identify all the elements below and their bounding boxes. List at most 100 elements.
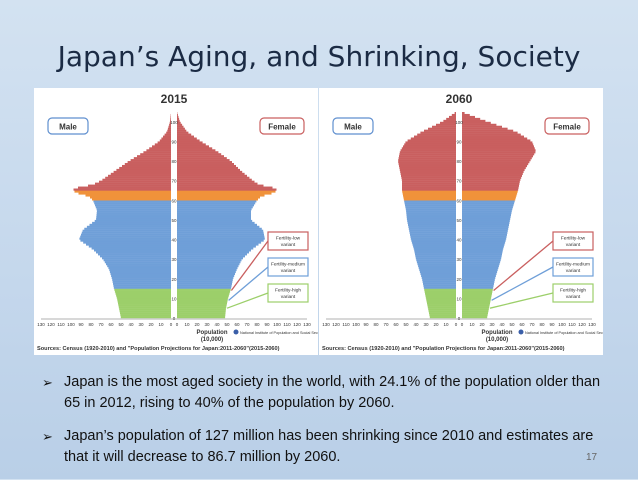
x-tick-label: 30 <box>138 322 144 327</box>
male-bar <box>97 210 171 212</box>
male-bar <box>406 210 456 212</box>
female-bar <box>177 189 277 191</box>
female-bar <box>177 196 260 198</box>
male-bar <box>118 302 171 304</box>
female-bar <box>177 145 209 147</box>
male-bar <box>403 145 456 147</box>
female-bar <box>177 267 238 269</box>
female-bar <box>462 183 519 185</box>
female-bar <box>177 247 253 249</box>
female-bar <box>462 271 497 273</box>
male-bar <box>120 312 171 314</box>
female-bar <box>462 200 515 202</box>
female-bar <box>462 212 511 214</box>
female-bar <box>177 255 245 257</box>
male-bar <box>102 179 171 181</box>
male-bar <box>425 294 456 296</box>
male-bar <box>423 281 456 283</box>
female-bar <box>177 234 264 236</box>
x-tick-label: 100 <box>352 322 360 327</box>
male-bar <box>109 269 171 271</box>
variant-label: Fertility-low <box>276 236 301 242</box>
bullet-text: Japan is the most aged society in the wo… <box>64 374 600 411</box>
female-bar <box>177 185 264 187</box>
male-bar <box>414 249 456 251</box>
male-bar <box>429 310 456 312</box>
female-label: Female <box>545 118 589 134</box>
female-bar <box>177 161 232 163</box>
male-bar <box>401 177 456 179</box>
female-bar <box>177 302 227 304</box>
female-bar <box>462 216 511 218</box>
female-bar <box>462 175 522 177</box>
female-bar <box>462 296 491 298</box>
female-bar <box>462 145 534 147</box>
x-tick-label: 110 <box>568 322 576 327</box>
male-bar <box>402 185 456 187</box>
male-bar <box>140 153 171 155</box>
x-tick-label: 100 <box>67 322 75 327</box>
male-bar <box>158 141 171 143</box>
female-bar <box>177 167 238 169</box>
male-bar <box>119 167 171 169</box>
male-bar <box>120 310 171 312</box>
female-bar <box>462 257 501 259</box>
male-bar <box>399 157 456 159</box>
male-bar <box>96 216 171 218</box>
female-bar <box>462 241 505 243</box>
male-bar <box>402 183 456 185</box>
age-tick-label: 80 <box>171 159 177 164</box>
male-bar <box>75 190 172 192</box>
female-bar <box>177 222 255 224</box>
female-bar <box>177 187 273 189</box>
female-bar <box>177 198 258 200</box>
female-bar <box>177 314 225 316</box>
variant-label: variant <box>281 268 296 274</box>
variant-label: variant <box>566 294 581 300</box>
female-bar <box>462 304 490 306</box>
female-bar <box>462 143 533 145</box>
male-bar <box>407 216 456 218</box>
female-bar <box>177 232 264 234</box>
female-bar <box>177 253 247 255</box>
female-bar <box>462 163 528 165</box>
female-bar <box>177 208 252 210</box>
female-bar <box>462 208 512 210</box>
variant-pointer-line <box>227 293 268 308</box>
female-bar <box>462 169 525 171</box>
female-bar <box>177 296 228 298</box>
female-bar <box>462 259 501 261</box>
age-tick-label: 20 <box>456 277 462 282</box>
x-tick-label: 40 <box>128 322 134 327</box>
female-bar <box>462 167 526 169</box>
x-tick-label: 70 <box>529 322 535 327</box>
female-bar <box>177 200 256 202</box>
female-bar <box>177 136 194 138</box>
institute-logo-icon <box>234 330 239 335</box>
male-bar <box>111 273 172 275</box>
female-bar <box>177 289 231 291</box>
male-bar <box>165 134 171 136</box>
x-tick-label: 70 <box>98 322 104 327</box>
male-bar <box>415 255 456 257</box>
male-bar <box>108 267 171 269</box>
male-bar <box>102 257 171 259</box>
male-bar <box>113 281 171 283</box>
age-tick-label: 30 <box>456 257 462 262</box>
female-bar <box>462 263 500 265</box>
female-bar <box>177 263 240 265</box>
male-bar <box>125 163 171 165</box>
x-tick-label: 50 <box>118 322 124 327</box>
x-tick-label: 0 <box>170 322 173 327</box>
female-bar <box>462 228 508 230</box>
variant-label: Fertility-medium <box>271 262 305 268</box>
female-bar <box>462 285 494 287</box>
x-tick-label: 40 <box>499 322 505 327</box>
x-tick-label: 130 <box>37 322 45 327</box>
female-bar <box>177 271 236 273</box>
variant-label: variant <box>566 242 581 248</box>
male-label-text: Male <box>59 123 77 132</box>
male-bar <box>149 147 171 149</box>
age-tick-label: 100 <box>170 120 178 125</box>
